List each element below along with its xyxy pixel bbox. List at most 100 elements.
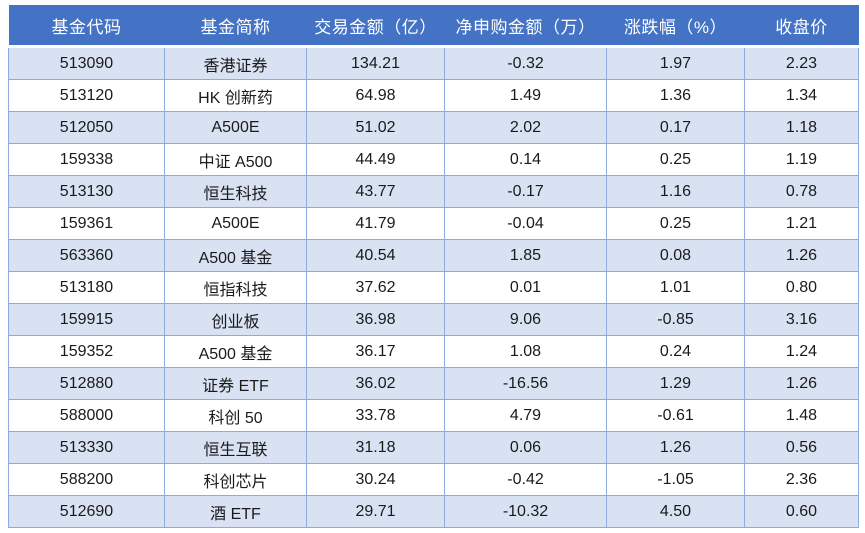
table-cell: 1.16 xyxy=(606,175,745,208)
table-cell: 1.19 xyxy=(744,143,859,176)
table-cell: 1.26 xyxy=(744,239,859,272)
table-cell: 4.79 xyxy=(444,399,607,432)
table-cell: 512690 xyxy=(8,495,165,528)
table-cell: 1.26 xyxy=(606,431,745,464)
table-cell: 1.49 xyxy=(444,79,607,112)
table-row: 512880 证券 ETF 36.02 -16.56 1.29 1.26 xyxy=(8,367,859,400)
table-cell: 512050 xyxy=(8,111,165,144)
table-cell: 香港证券 xyxy=(164,46,307,80)
table-cell: 2.36 xyxy=(744,463,859,496)
table-row: 513120 HK 创新药 64.98 1.49 1.36 1.34 xyxy=(8,79,859,112)
table-cell: 恒生科技 xyxy=(164,175,307,208)
table-cell: 41.79 xyxy=(306,207,445,240)
table-row: 563360 A500 基金 40.54 1.85 0.08 1.26 xyxy=(8,239,859,272)
table-cell: -0.32 xyxy=(444,46,607,80)
table-cell: 2.23 xyxy=(744,46,859,80)
table-cell: 1.97 xyxy=(606,46,745,80)
table-cell: 30.24 xyxy=(306,463,445,496)
table-cell: 0.60 xyxy=(744,495,859,528)
table-cell: 563360 xyxy=(8,239,165,272)
table-cell: 0.24 xyxy=(606,335,745,368)
table-cell: 513120 xyxy=(8,79,165,112)
table-cell: 44.49 xyxy=(306,143,445,176)
table-row: 513090 香港证券 134.21 -0.32 1.97 2.23 xyxy=(8,46,859,80)
column-header-0: 基金代码 xyxy=(8,5,165,48)
table-cell: 64.98 xyxy=(306,79,445,112)
column-header-1: 基金简称 xyxy=(164,5,307,48)
table-cell: 1.18 xyxy=(744,111,859,144)
table-cell: 1.29 xyxy=(606,367,745,400)
table-row: 513180 恒指科技 37.62 0.01 1.01 0.80 xyxy=(8,271,859,304)
column-header-5: 收盘价 xyxy=(744,5,859,48)
table-cell: 512880 xyxy=(8,367,165,400)
table-body: 513090 香港证券 134.21 -0.32 1.97 2.23 513120 HK 创新… xyxy=(8,46,859,528)
table-cell: A500E xyxy=(164,207,307,240)
table-row: 512050 A500E 51.02 2.02 0.17 1.18 xyxy=(8,111,859,144)
table-row: 512690 酒 ETF 29.71 -10.32 4.50 0.60 xyxy=(8,495,859,528)
table-cell: A500 基金 xyxy=(164,335,307,368)
table-cell: 513330 xyxy=(8,431,165,464)
table-row: 159361 A500E 41.79 -0.04 0.25 1.21 xyxy=(8,207,859,240)
table-cell: 4.50 xyxy=(606,495,745,528)
table-cell: 恒生互联 xyxy=(164,431,307,464)
table-cell: 588000 xyxy=(8,399,165,432)
table-row: 588200 科创芯片 30.24 -0.42 -1.05 2.36 xyxy=(8,463,859,496)
table-cell: 酒 ETF xyxy=(164,495,307,528)
table-cell: 0.06 xyxy=(444,431,607,464)
table-cell: 3.16 xyxy=(744,303,859,336)
table-cell: -1.05 xyxy=(606,463,745,496)
table-cell: A500E xyxy=(164,111,307,144)
table-cell: 恒指科技 xyxy=(164,271,307,304)
table-cell: 科创芯片 xyxy=(164,463,307,496)
table-cell: 36.02 xyxy=(306,367,445,400)
table-row: 159915 创业板 36.98 9.06 -0.85 3.16 xyxy=(8,303,859,336)
table-cell: 9.06 xyxy=(444,303,607,336)
header-row: 基金代码 基金简称 交易金额（亿） 净申购金额（万） 涨跌幅（%） 收盘价 xyxy=(8,5,859,48)
table-cell: 159338 xyxy=(8,143,165,176)
table-cell: 1.08 xyxy=(444,335,607,368)
fund-table: 基金代码 基金简称 交易金额（亿） 净申购金额（万） 涨跌幅（%） 收盘价 513090 香… xyxy=(8,5,859,528)
table-cell: 159361 xyxy=(8,207,165,240)
table-cell: 159352 xyxy=(8,335,165,368)
table-cell: 1.01 xyxy=(606,271,745,304)
column-header-2: 交易金额（亿） xyxy=(306,5,445,48)
table-cell: A500 基金 xyxy=(164,239,307,272)
table-cell: 37.62 xyxy=(306,271,445,304)
table-cell: -0.17 xyxy=(444,175,607,208)
table-row: 159338 中证 A500 44.49 0.14 0.25 1.19 xyxy=(8,143,859,176)
table-cell: 科创 50 xyxy=(164,399,307,432)
table-cell: 51.02 xyxy=(306,111,445,144)
table-cell: 创业板 xyxy=(164,303,307,336)
table-row: 513330 恒生互联 31.18 0.06 1.26 0.56 xyxy=(8,431,859,464)
fund-table-container: 基金代码 基金简称 交易金额（亿） 净申购金额（万） 涨跌幅（%） 收盘价 513090 香… xyxy=(8,5,859,528)
table-row: 588000 科创 50 33.78 4.79 -0.61 1.48 xyxy=(8,399,859,432)
table-cell: 证券 ETF xyxy=(164,367,307,400)
table-cell: -10.32 xyxy=(444,495,607,528)
table-cell: 588200 xyxy=(8,463,165,496)
table-cell: -0.85 xyxy=(606,303,745,336)
column-header-4: 涨跌幅（%） xyxy=(606,5,745,48)
table-cell: 0.08 xyxy=(606,239,745,272)
table-cell: 0.01 xyxy=(444,271,607,304)
table-cell: 134.21 xyxy=(306,46,445,80)
table-cell: 1.85 xyxy=(444,239,607,272)
table-row: 513130 恒生科技 43.77 -0.17 1.16 0.78 xyxy=(8,175,859,208)
table-cell: 0.56 xyxy=(744,431,859,464)
table-cell: 0.14 xyxy=(444,143,607,176)
table-cell: -16.56 xyxy=(444,367,607,400)
table-cell: 513090 xyxy=(8,46,165,80)
table-cell: 1.48 xyxy=(744,399,859,432)
table-cell: 40.54 xyxy=(306,239,445,272)
table-header: 基金代码 基金简称 交易金额（亿） 净申购金额（万） 涨跌幅（%） 收盘价 xyxy=(8,5,859,48)
table-cell: 1.21 xyxy=(744,207,859,240)
table-cell: 0.80 xyxy=(744,271,859,304)
table-cell: 43.77 xyxy=(306,175,445,208)
table-cell: 36.17 xyxy=(306,335,445,368)
table-cell: 1.26 xyxy=(744,367,859,400)
table-cell: 0.78 xyxy=(744,175,859,208)
table-cell: 1.36 xyxy=(606,79,745,112)
table-cell: 1.34 xyxy=(744,79,859,112)
table-cell: 0.17 xyxy=(606,111,745,144)
table-cell: 159915 xyxy=(8,303,165,336)
table-cell: -0.42 xyxy=(444,463,607,496)
